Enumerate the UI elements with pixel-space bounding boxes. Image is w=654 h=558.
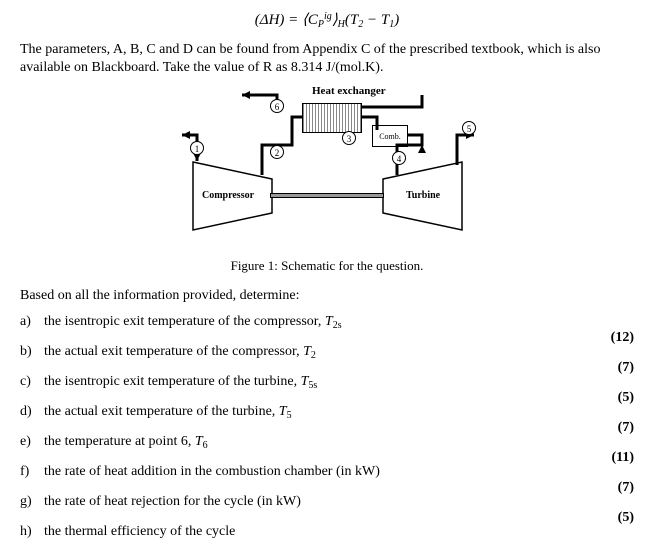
question-text: the actual exit temperature of the turbi… [44, 404, 578, 420]
question-item: d)the actual exit temperature of the tur… [20, 404, 634, 420]
question-letter: g) [20, 494, 44, 510]
question-item: c)the isentropic exit temperature of the… [20, 374, 634, 390]
question-letter: a) [20, 314, 44, 330]
question-marks: (12) [611, 330, 634, 346]
question-marks: (5) [618, 510, 634, 526]
equation: (ΔH) = ⟨CPig⟩H(T2 − T1) [20, 10, 634, 29]
question-text: the rate of heat addition in the combust… [44, 464, 578, 480]
question-text: the isentropic exit temperature of the t… [44, 374, 578, 390]
figure-container: Heat exchanger Comb. Compressor Turbine [20, 85, 634, 250]
figure-caption: Figure 1: Schematic for the question. [20, 258, 634, 274]
question-marks: (7) [618, 480, 634, 496]
schematic-figure: Heat exchanger Comb. Compressor Turbine [162, 85, 492, 245]
question-marks: (11) [611, 450, 634, 466]
question-item: g)the rate of heat rejection for the cyc… [20, 494, 634, 510]
question-text: the rate of heat rejection for the cycle… [44, 494, 578, 510]
question-item: a)the isentropic exit temperature of the… [20, 314, 634, 330]
question-marks: (7) [618, 420, 634, 436]
question-letter: b) [20, 344, 44, 360]
question-list: a)the isentropic exit temperature of the… [20, 314, 634, 540]
question-letter: d) [20, 404, 44, 420]
context-paragraph: The parameters, A, B, C and D can be fou… [20, 41, 634, 77]
question-marks: (5) [618, 390, 634, 406]
question-text: the isentropic exit temperature of the c… [44, 314, 571, 330]
question-item: f)the rate of heat addition in the combu… [20, 464, 634, 480]
question-letter: f) [20, 464, 44, 480]
question-prompt: Based on all the information provided, d… [20, 288, 634, 304]
question-text: the temperature at point 6, T6 [44, 434, 571, 450]
question-letter: h) [20, 524, 44, 540]
question-item: b)the actual exit temperature of the com… [20, 344, 634, 360]
question-letter: c) [20, 374, 44, 390]
question-item: h)the thermal efficiency of the cycle [20, 524, 634, 540]
question-text: the thermal efficiency of the cycle [44, 524, 594, 540]
piping [162, 85, 492, 245]
question-marks: (7) [618, 360, 634, 376]
question-item: e)the temperature at point 6, T6(11) [20, 434, 634, 450]
question-text: the actual exit temperature of the compr… [44, 344, 578, 360]
question-letter: e) [20, 434, 44, 450]
